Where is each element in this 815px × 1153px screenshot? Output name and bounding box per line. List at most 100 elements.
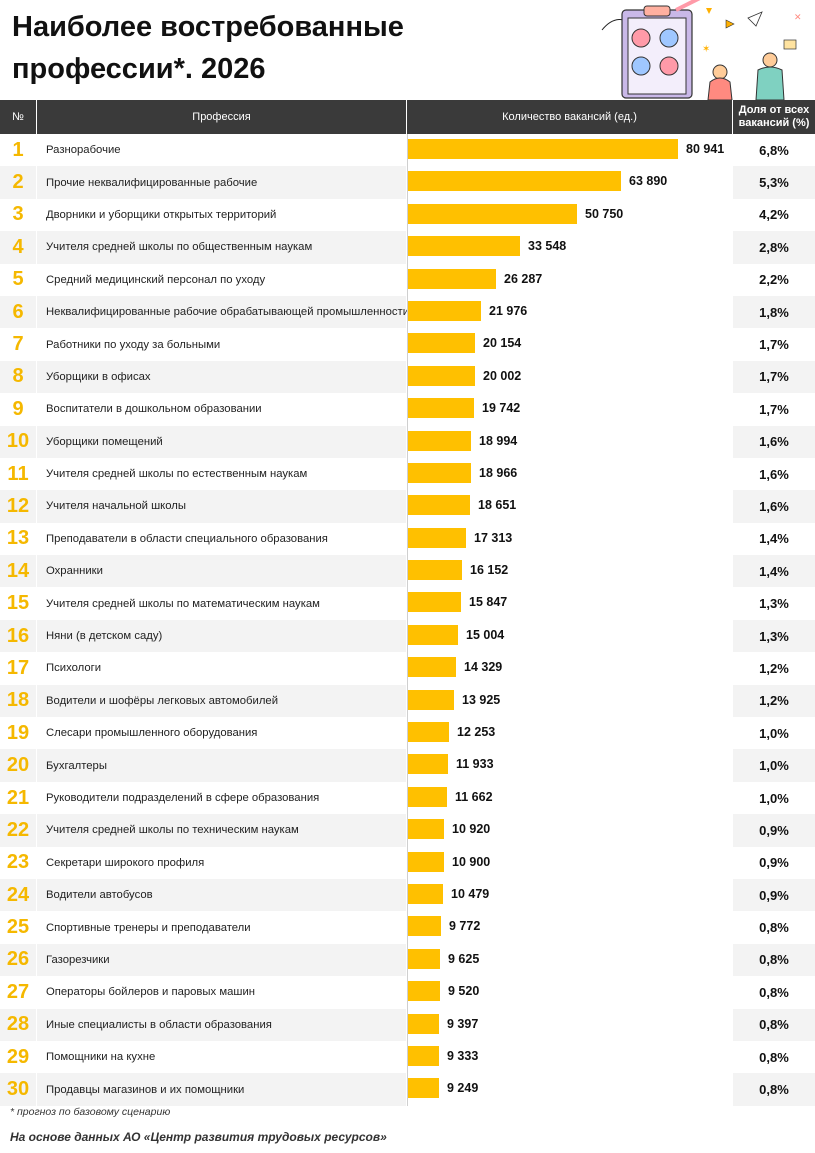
table-row: 17 Психологи 14 329 1,2%: [0, 652, 815, 685]
table-row: 5 Средний медицинский персонал по уходу 26…: [0, 263, 815, 296]
share-value: 1,3%: [733, 619, 815, 653]
bar-value-label: 10 920: [452, 822, 491, 837]
bar: [408, 1013, 439, 1034]
bar-value-label: 9 520: [448, 984, 480, 999]
bar: [408, 722, 449, 743]
table-row: 26 Газорезчики 9 625 0,8%: [0, 943, 815, 977]
rank-number: 26: [0, 943, 36, 977]
share-value: 0,8%: [733, 1073, 815, 1106]
bar-cell: 50 750: [407, 198, 732, 232]
bar-cell: 9 625: [407, 943, 732, 977]
share-value: 1,6%: [733, 425, 815, 458]
profession-name: Психологи: [46, 662, 102, 675]
bar-value-label: 20 154: [483, 336, 522, 351]
share-value: 1,4%: [759, 531, 789, 547]
share-value: 0,9%: [759, 855, 789, 871]
bar-value-label: 9 249: [447, 1081, 479, 1096]
bar-value-label: 11 933: [456, 757, 494, 772]
profession-name: Работники по уходу за больными: [46, 338, 221, 351]
profession-name: Няни (в детском саду): [37, 619, 406, 653]
bar: [408, 883, 443, 904]
table-row: 14 Охранники 16 152 1,4%: [0, 555, 815, 588]
table-header: № Профессия Количество вакансий (ед.) До…: [0, 100, 815, 134]
share-value: 1,7%: [759, 401, 789, 417]
bar-cell: 26 287: [407, 263, 732, 296]
rank-number: 30: [0, 1073, 36, 1106]
bar-cell: 19 742: [407, 393, 732, 426]
bar: [408, 916, 441, 937]
rank-number: 8: [0, 360, 36, 394]
share-value: 0,8%: [759, 984, 789, 1000]
bar-cell: 9 249: [407, 1073, 732, 1106]
bar-cell: 21 976: [407, 295, 732, 329]
page-title: Наиболее востребованные профессии*. 2026: [12, 11, 404, 85]
bar-value-label: 15 847: [469, 595, 508, 610]
profession-name: Дворники и уборщики открытых территорий: [46, 208, 277, 221]
bar: [408, 624, 458, 645]
rank-number: 23: [6, 851, 30, 874]
profession-name: Операторы бойлеров и паровых машин: [46, 986, 256, 999]
share-value: 1,6%: [733, 490, 815, 523]
bar-value-label: 10 479: [451, 886, 490, 901]
table-row: 22 Учителя средней школы по техническим н…: [0, 814, 815, 847]
bar-value-label: 16 152: [470, 563, 509, 578]
share-value: 0,8%: [759, 920, 789, 936]
table-row: 24 Водители автобусов 10 479 0,9%: [0, 878, 815, 912]
bar-value-label: 9 397: [447, 1016, 479, 1031]
rank-number: 3: [12, 203, 24, 226]
bar-value-label: 11 662: [455, 789, 493, 804]
profession-rows: 1 Разнорабочие 80 941 6,8% 2 Прочие неквалифи…: [0, 134, 815, 1106]
bar-cell: 15 847: [407, 587, 732, 620]
bar: [408, 495, 470, 516]
bar: [408, 1045, 439, 1066]
svg-text:✕: ✕: [794, 13, 802, 23]
bar: [408, 592, 461, 613]
profession-name: Уборщики в офисах: [37, 360, 406, 394]
share-value: 0,9%: [733, 878, 815, 912]
table-row: 28 Иные специалисты в области образования…: [0, 1008, 815, 1041]
bar: [408, 786, 447, 807]
profession-name: Охранники: [37, 555, 406, 588]
svg-text:✶: ✶: [702, 44, 710, 55]
profession-name: Секретари широкого профиля: [46, 856, 205, 869]
profession-name: Газорезчики: [37, 943, 406, 977]
bar: [408, 139, 678, 159]
bar-cell: 20 154: [407, 328, 732, 361]
bar-value-label: 9 333: [447, 1048, 479, 1063]
bar-value-label: 12 253: [457, 725, 496, 740]
rank-number: 1: [12, 138, 24, 161]
share-value: 6,8%: [759, 142, 789, 158]
bar-cell: 14 329: [407, 652, 732, 685]
share-value: 4,2%: [759, 207, 789, 223]
bar: [408, 365, 475, 386]
profession-name: Преподаватели в области специального обр…: [46, 532, 328, 545]
share-value: 0,8%: [733, 1008, 815, 1041]
rank-number: 14: [0, 555, 36, 588]
table-row: 18 Водители и шофёры легковых автомобилей…: [0, 684, 815, 718]
rank-number: 12: [0, 490, 36, 523]
rank-number: 17: [6, 656, 30, 679]
table-row: 2 Прочие неквалифицированные рабочие 63 89…: [0, 166, 815, 199]
bar: [408, 527, 466, 548]
rank-number: 22: [0, 814, 36, 847]
footnote: * прогноз по базовому сценарию: [10, 1106, 171, 1118]
share-value: 1,3%: [759, 596, 789, 612]
profession-name: Учителя средней школы по общественным на…: [37, 231, 406, 264]
bar: [408, 1078, 439, 1099]
profession-name: Разнорабочие: [46, 144, 121, 157]
bar: [408, 657, 456, 678]
bar-value-label: 9 772: [449, 919, 481, 934]
bar: [408, 430, 471, 451]
table-row: 30 Продавцы магазинов и их помощники 9 249…: [0, 1073, 815, 1106]
bar-cell: 10 900: [407, 846, 732, 879]
table-row: 21 Руководители подразделений в сфере обр…: [0, 781, 815, 815]
bar: [408, 819, 444, 840]
profession-name: Учителя средней школы по естественным на…: [46, 468, 308, 481]
table-row: 9 Воспитатели в дошкольном образовании 19 …: [0, 393, 815, 426]
rank-number: 4: [0, 231, 36, 264]
bar: [408, 981, 440, 1002]
bar-cell: 33 548: [407, 231, 732, 264]
profession-name: Водители и шофёры легковых автомобилей: [37, 684, 406, 718]
table-row: 6 Неквалифицированные рабочие обрабатываю…: [0, 295, 815, 329]
bar: [408, 560, 462, 581]
